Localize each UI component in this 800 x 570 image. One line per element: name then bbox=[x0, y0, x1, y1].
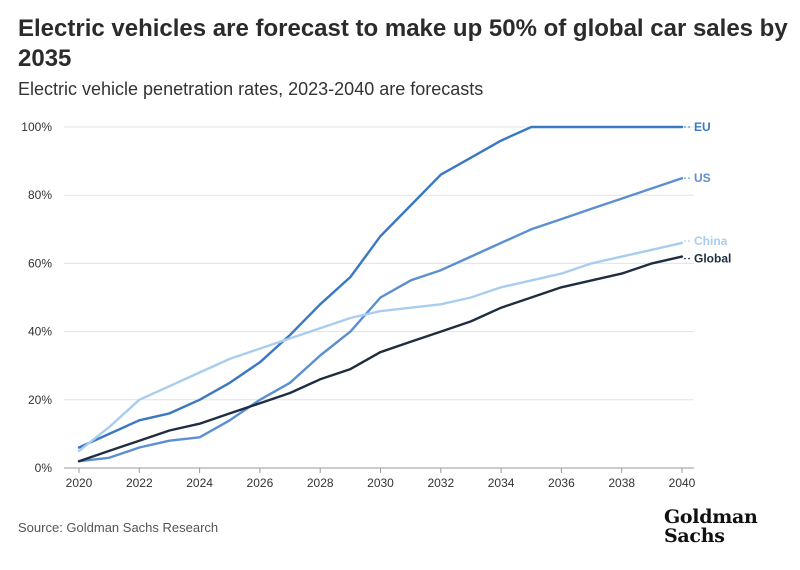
y-tick-label: 0% bbox=[35, 461, 53, 475]
x-tick-label: 2040 bbox=[669, 476, 696, 490]
series-line-eu bbox=[77, 125, 684, 449]
logo-line-1: Goldman bbox=[664, 506, 758, 528]
x-tick-label: 2028 bbox=[307, 476, 334, 490]
y-tick-label: 40% bbox=[28, 325, 52, 339]
series-labels: EU US China Global bbox=[684, 120, 731, 266]
y-tick-label: 80% bbox=[28, 188, 52, 202]
y-tick-label: 100% bbox=[21, 120, 52, 134]
x-tick-label: 2038 bbox=[608, 476, 635, 490]
chart-subtitle: Electric vehicle penetration rates, 2023… bbox=[18, 79, 484, 99]
series-line-global bbox=[77, 255, 684, 463]
axes: 0% 20% 40% 60% 80% 100% 2020 2022 2024 2026 2028 20… bbox=[21, 120, 695, 490]
y-tick-label: 60% bbox=[28, 256, 52, 270]
series-line-us bbox=[77, 176, 684, 463]
x-tick-label: 2024 bbox=[186, 476, 213, 490]
goldman-sachs-logo: Goldman Sachs bbox=[664, 508, 758, 546]
x-tick-label: 2026 bbox=[247, 476, 274, 490]
x-tick-label: 2020 bbox=[66, 476, 93, 490]
logo-line-2: Sachs bbox=[664, 525, 725, 547]
series-lines bbox=[77, 125, 684, 463]
series-label-global: Global bbox=[694, 252, 731, 266]
x-tick-label: 2032 bbox=[427, 476, 454, 490]
source-note: Source: Goldman Sachs Research bbox=[18, 520, 219, 535]
x-tick-label: 2036 bbox=[548, 476, 575, 490]
x-tick-label: 2022 bbox=[126, 476, 153, 490]
line-chart: 0% 20% 40% 60% 80% 100% 2020 2022 2024 2026 2028 20… bbox=[21, 120, 731, 490]
series-label-eu: EU bbox=[694, 120, 711, 134]
series-line-china bbox=[77, 241, 684, 453]
y-tick-label: 20% bbox=[28, 393, 52, 407]
series-label-china: China bbox=[694, 234, 728, 248]
chart-title: Electric vehicles are forecast to make u… bbox=[18, 15, 788, 72]
series-label-us: US bbox=[694, 171, 711, 185]
x-tick-label: 2030 bbox=[367, 476, 394, 490]
x-tick-label: 2034 bbox=[488, 476, 515, 490]
